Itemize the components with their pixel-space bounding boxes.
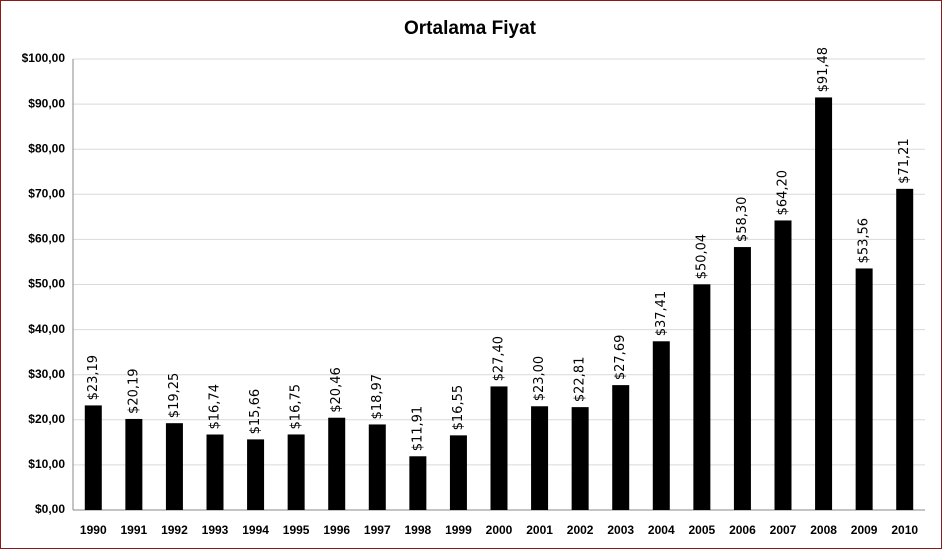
chart-title: Ortalama Fiyat: [404, 18, 537, 39]
x-tick-label: 2000: [486, 523, 513, 537]
bar: [774, 220, 792, 510]
data-label: $71,21: [897, 138, 912, 184]
bar: [287, 434, 305, 510]
data-label: $27,69: [613, 335, 628, 381]
data-label: $53,56: [857, 218, 872, 264]
bar: [206, 434, 224, 510]
bar: [571, 407, 589, 510]
data-label: $50,04: [694, 234, 709, 280]
bar: [247, 439, 265, 510]
x-tick-label: 1995: [283, 523, 310, 537]
y-tick-label: $30,00: [28, 367, 65, 381]
data-label: $16,74: [208, 384, 223, 430]
data-label: $23,00: [532, 356, 547, 402]
data-label: $19,25: [167, 373, 182, 419]
bar: [409, 456, 427, 510]
x-tick-label: 1999: [445, 523, 472, 537]
bar: [449, 435, 467, 510]
y-tick-label: $80,00: [28, 141, 65, 155]
data-label: $15,66: [248, 389, 263, 435]
x-tick-label: 1994: [242, 523, 269, 537]
x-tick-label: 2007: [770, 523, 797, 537]
y-tick-label: $100,00: [22, 51, 66, 65]
x-tick-label: 2002: [567, 523, 594, 537]
bar: [84, 405, 102, 510]
y-tick-label: $40,00: [28, 322, 65, 336]
x-tick-label: 2010: [891, 523, 918, 537]
x-tick-label: 1998: [405, 523, 432, 537]
x-tick-label: 2009: [851, 523, 878, 537]
x-tick-label: 1990: [80, 523, 107, 537]
bar: [165, 423, 183, 510]
x-tick-label: 2001: [526, 523, 553, 537]
bar: [733, 247, 751, 510]
bar: [531, 406, 549, 510]
data-label: $37,41: [654, 291, 669, 337]
bar: [855, 268, 873, 510]
data-label: $20,19: [126, 368, 141, 414]
y-tick-label: $60,00: [28, 232, 65, 246]
data-label: $16,55: [451, 385, 466, 431]
x-tick-label: 2004: [648, 523, 675, 537]
x-tick-label: 1997: [364, 523, 391, 537]
data-label: $18,97: [370, 374, 385, 420]
bar: [815, 97, 833, 510]
y-tick-label: $70,00: [28, 186, 65, 200]
y-tick-label: $20,00: [28, 412, 65, 426]
x-tick-label: 1996: [323, 523, 350, 537]
bar: [328, 417, 346, 510]
bar: [612, 385, 630, 510]
bar: [652, 341, 670, 510]
bar: [125, 418, 143, 510]
x-tick-label: 1993: [202, 523, 229, 537]
x-tick-label: 1992: [161, 523, 188, 537]
bar: [896, 188, 914, 510]
bar: [490, 386, 508, 510]
data-label: $58,30: [735, 197, 750, 243]
data-label: $11,91: [410, 406, 425, 452]
x-tick-label: 2006: [729, 523, 756, 537]
y-tick-label: $90,00: [28, 96, 65, 110]
data-label: $91,48: [816, 47, 831, 93]
bar: [693, 284, 711, 510]
data-label: $27,40: [492, 336, 507, 382]
bar: [368, 424, 386, 510]
x-tick-label: 2005: [689, 523, 716, 537]
data-label: $23,19: [86, 355, 101, 401]
data-label: $20,46: [329, 367, 344, 413]
x-tick-label: 1991: [121, 523, 148, 537]
data-label: $22,81: [573, 357, 588, 403]
data-label: $64,20: [776, 170, 791, 216]
x-tick-label: 2008: [810, 523, 837, 537]
x-tick-label: 2003: [607, 523, 634, 537]
y-tick-label: $50,00: [28, 277, 65, 291]
y-tick-label: $0,00: [35, 502, 65, 516]
y-tick-label: $10,00: [28, 457, 65, 471]
data-label: $16,75: [289, 384, 304, 430]
